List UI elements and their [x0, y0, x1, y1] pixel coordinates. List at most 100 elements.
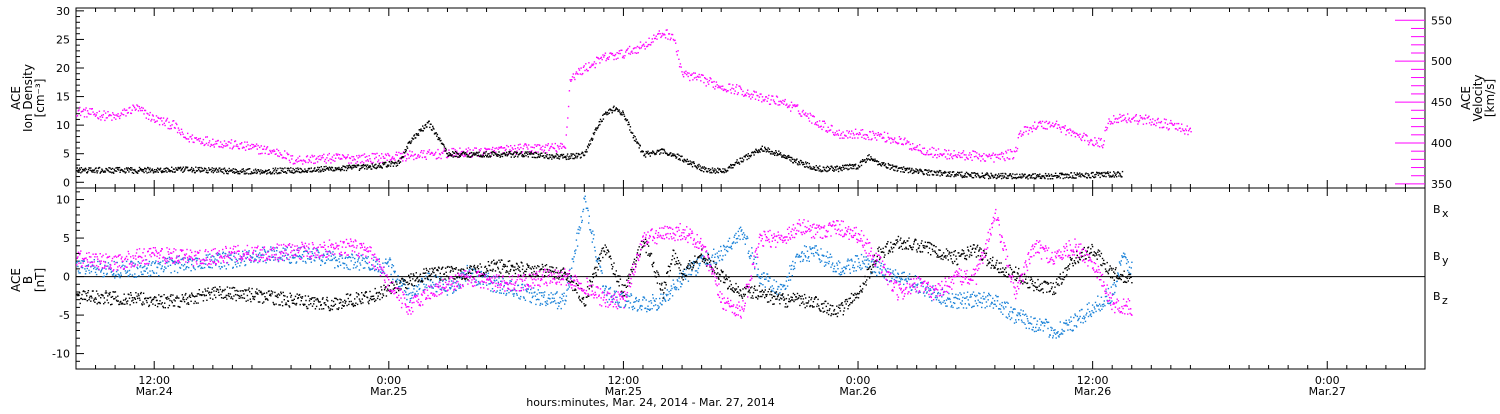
density-point — [436, 132, 437, 133]
density-point — [353, 165, 354, 166]
density-point — [921, 170, 922, 171]
velocity-point — [618, 53, 619, 54]
density-point — [185, 168, 186, 169]
density-point — [632, 132, 633, 133]
by-point — [630, 302, 631, 303]
density-point — [78, 169, 79, 170]
density-point — [289, 170, 290, 171]
density-point — [562, 155, 563, 156]
by-point — [633, 306, 634, 307]
velocity-point — [203, 139, 204, 140]
velocity-point — [1000, 153, 1001, 154]
velocity-point — [520, 147, 521, 148]
by-point — [115, 275, 116, 276]
velocity-point — [737, 94, 738, 95]
density-point — [216, 172, 217, 173]
velocity-point — [853, 134, 854, 135]
velocity-point — [745, 94, 746, 95]
density-tick-label: 15 — [56, 91, 70, 104]
velocity-point — [519, 144, 520, 145]
density-point — [607, 112, 608, 113]
velocity-point — [365, 160, 366, 161]
density-point — [717, 171, 718, 172]
velocity-point — [208, 142, 209, 143]
density-point — [475, 153, 476, 154]
by-point — [103, 273, 104, 274]
density-point — [325, 166, 326, 167]
by-point — [114, 261, 115, 262]
by-point — [118, 276, 119, 277]
density-point — [76, 170, 77, 171]
velocity-point — [891, 138, 892, 139]
velocity-point — [1071, 135, 1072, 136]
by-point — [142, 274, 143, 275]
density-point — [242, 171, 243, 172]
density-point — [837, 166, 838, 167]
velocity-point — [319, 155, 320, 156]
by-point — [688, 274, 689, 275]
velocity-point — [435, 152, 436, 153]
velocity-point — [621, 50, 622, 51]
velocity-point — [873, 133, 874, 134]
by-point — [174, 271, 175, 272]
density-point — [678, 155, 679, 156]
density-point — [770, 153, 771, 154]
by-point — [730, 247, 731, 248]
by-point — [614, 291, 615, 292]
density-point — [973, 177, 974, 178]
by-point — [380, 271, 381, 272]
density-point — [1031, 175, 1032, 176]
velocity-point — [627, 49, 628, 50]
density-point — [698, 164, 699, 165]
velocity-point — [1142, 118, 1143, 119]
velocity-point — [177, 132, 178, 133]
density-point — [415, 137, 416, 138]
by-point — [372, 268, 373, 269]
velocity-point — [898, 143, 899, 144]
density-point — [885, 163, 886, 164]
velocity-point — [993, 161, 994, 162]
density-point — [692, 166, 693, 167]
velocity-point — [928, 154, 929, 155]
velocity-point — [617, 58, 618, 59]
density-point — [275, 167, 276, 168]
by-point — [545, 305, 546, 306]
density-point — [275, 172, 276, 173]
density-point — [1011, 176, 1012, 177]
by-point — [641, 305, 642, 306]
by-point — [771, 290, 772, 291]
density-point — [647, 151, 648, 152]
velocity-point — [422, 157, 423, 158]
by-point — [781, 284, 782, 285]
by-point — [617, 301, 618, 302]
density-point — [551, 158, 552, 159]
velocity-point — [143, 108, 144, 109]
bottom-panel-frame — [76, 188, 1425, 369]
by-point — [800, 261, 801, 262]
density-point — [907, 168, 908, 169]
velocity-point — [631, 51, 632, 52]
by-point — [699, 265, 700, 266]
velocity-point — [545, 144, 546, 145]
density-point — [1022, 173, 1023, 174]
velocity-point — [914, 147, 915, 148]
by-point — [862, 261, 863, 262]
by-point — [170, 265, 171, 266]
velocity-point — [426, 159, 427, 160]
density-point — [1107, 173, 1108, 174]
velocity-point — [767, 98, 768, 99]
density-point — [938, 171, 939, 172]
density-point — [81, 171, 82, 172]
velocity-point — [333, 160, 334, 161]
density-point — [119, 172, 120, 173]
density-point — [379, 163, 380, 164]
velocity-point — [907, 140, 908, 141]
velocity-point — [629, 46, 630, 47]
density-point — [562, 157, 563, 158]
by-point — [524, 298, 525, 299]
by-point — [228, 264, 229, 265]
density-point — [253, 172, 254, 173]
density-point — [1051, 175, 1052, 176]
density-point — [816, 169, 817, 170]
by-point — [532, 297, 533, 298]
